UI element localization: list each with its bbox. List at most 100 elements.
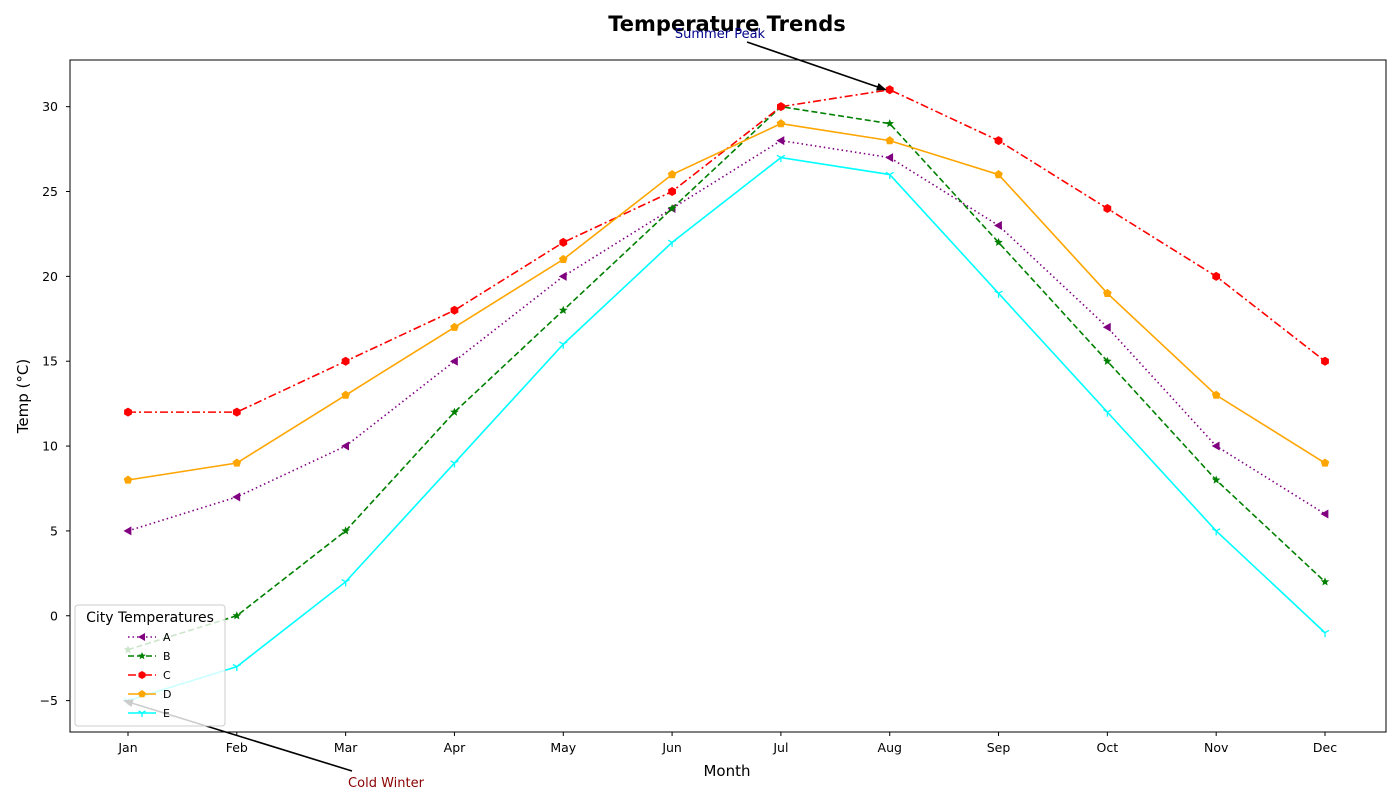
legend-label: C: [163, 669, 171, 682]
legend-item-A: A: [128, 631, 171, 644]
data-point-A-Feb: [232, 492, 241, 502]
data-point-A-Apr: [449, 356, 458, 366]
data-point-C-Apr: [450, 305, 459, 315]
data-point-B-Apr: [450, 407, 459, 416]
legend-item-E: E: [128, 707, 170, 720]
data-point-D-Jan: [123, 475, 133, 484]
y-axis: −5 0 5 10 15 20 25 30: [40, 99, 70, 708]
data-point-A-Mar: [341, 441, 350, 451]
y-tick-label: 30: [42, 99, 58, 114]
series-line-E: [127, 156, 1326, 702]
legend-marker: [138, 670, 146, 680]
legend-marker: [137, 632, 146, 642]
legend-title: City Temperatures: [86, 610, 214, 626]
y-tick-label: 25: [42, 184, 58, 199]
annotation-arrow: [746, 41, 887, 91]
y-tick-label: −5: [40, 693, 58, 708]
y-tick-label: 0: [50, 608, 58, 623]
legend-label: E: [163, 707, 170, 720]
data-point-C-Aug: [885, 85, 894, 95]
data-point-D-Mar: [341, 390, 350, 399]
legend-item-B: B: [128, 650, 171, 663]
x-tick-label: May: [550, 740, 576, 755]
x-tick-label: Mar: [334, 740, 358, 755]
data-point-D-Nov: [1211, 390, 1221, 399]
data-point-E-Nov: [1211, 528, 1221, 536]
y-tick-label: 10: [42, 439, 58, 454]
data-point-A-Sep: [994, 220, 1002, 230]
y-tick-label: 5: [50, 523, 58, 538]
series-C: [124, 85, 1329, 417]
legend-label: A: [163, 631, 171, 644]
legend-marker: [138, 689, 146, 698]
series-D: [123, 119, 1330, 484]
y-tick-label: 15: [42, 354, 58, 369]
legend-marker: [138, 651, 146, 660]
x-tick-label: Oct: [1097, 740, 1119, 755]
data-point-E-Jun: [667, 239, 677, 247]
data-point-B-May: [558, 305, 568, 314]
series-line-D: [127, 122, 1326, 481]
data-point-B-Jun: [667, 203, 677, 213]
data-point-B-Feb: [232, 611, 242, 620]
series-A: [123, 136, 1329, 536]
x-tick-label: Nov: [1204, 740, 1229, 755]
data-point-E-May: [559, 341, 568, 349]
data-point-B-Mar: [341, 526, 350, 535]
legend-label: B: [163, 650, 171, 663]
data-point-C-Feb: [232, 407, 241, 417]
series-B: [123, 102, 1330, 654]
y-tick-label: 20: [42, 269, 58, 284]
data-point-B-Aug: [885, 119, 895, 128]
legend-marker: [138, 710, 146, 718]
x-tick-label: Apr: [444, 740, 466, 755]
data-point-A-Nov: [1211, 441, 1220, 451]
legend-item-D: D: [128, 688, 171, 701]
y-axis-label: Temp (°C): [14, 359, 32, 434]
x-tick-label: Jan: [117, 740, 137, 755]
annotation-label: Summer Peak: [675, 27, 766, 42]
data-point-B-Dec: [1320, 577, 1330, 586]
data-point-C-Dec: [1321, 356, 1329, 366]
data-point-D-Apr: [450, 322, 459, 331]
data-point-E-Feb: [232, 663, 242, 672]
data-point-A-Oct: [1102, 322, 1111, 332]
data-point-A-Jan: [123, 526, 132, 536]
data-point-E-Mar: [341, 579, 350, 587]
x-axis: Jan Feb Mar Apr May Jun Jul Aug Sep Oct Nov Dec: [117, 732, 1337, 755]
data-point-D-Sep: [994, 170, 1003, 179]
legend-box: [74, 604, 226, 727]
x-tick-label: Jun: [661, 740, 682, 755]
plot-frame: [69, 59, 1387, 733]
x-tick-label: Aug: [878, 740, 902, 755]
data-point-B-Nov: [1211, 475, 1221, 484]
data-point-C-May: [559, 237, 568, 247]
x-axis-label: Month: [703, 762, 750, 780]
legend-item-C: C: [128, 669, 171, 682]
chart-title: Temperature Trends: [608, 12, 845, 36]
data-point-A-May: [558, 271, 567, 281]
annotation-label: Cold Winter: [348, 776, 425, 791]
x-tick-label: Jul: [772, 740, 788, 755]
data-point-E-Oct: [1103, 409, 1112, 417]
data-point-C-Oct: [1103, 203, 1112, 213]
data-point-D-Jul: [776, 119, 786, 128]
data-point-A-Jul: [776, 136, 785, 146]
data-point-B-Sep: [994, 237, 1003, 247]
data-point-C-Nov: [1212, 271, 1221, 281]
data-point-D-Aug: [885, 136, 895, 145]
series-line-A: [127, 139, 1326, 532]
data-point-D-Jun: [667, 170, 677, 179]
series-E: [123, 154, 1330, 706]
data-point-E-Jul: [776, 154, 786, 163]
x-tick-label: Dec: [1313, 740, 1337, 755]
series-line-B: [127, 105, 1326, 651]
plot-area: [69, 59, 1387, 733]
x-tick-label: Feb: [226, 740, 248, 755]
x-tick-label: Sep: [987, 740, 1011, 755]
data-point-E-Aug: [885, 171, 894, 180]
series-line-C: [128, 88, 1326, 413]
data-point-D-Dec: [1320, 458, 1330, 467]
